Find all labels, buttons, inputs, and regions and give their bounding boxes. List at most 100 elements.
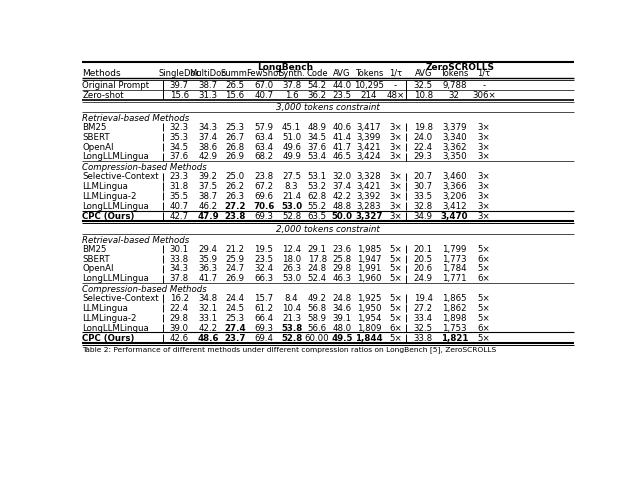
Text: 15.7: 15.7 [254,294,273,303]
Text: LLMLingua-2: LLMLingua-2 [83,314,137,323]
Text: 63.5: 63.5 [308,212,326,221]
Text: 23.8: 23.8 [254,172,273,181]
Text: 69.3: 69.3 [254,212,273,221]
Text: 5×: 5× [477,314,490,323]
Text: 26.9: 26.9 [225,152,244,162]
Text: 29.4: 29.4 [198,245,218,254]
Text: 48.0: 48.0 [332,324,351,333]
Text: 32: 32 [449,91,460,100]
Text: 34.5: 34.5 [308,133,326,142]
Text: 25.3: 25.3 [225,314,244,323]
Text: 42.6: 42.6 [170,334,189,343]
Text: LLMLingua: LLMLingua [83,304,128,313]
Text: Tokens: Tokens [440,69,468,78]
Text: 39.1: 39.1 [332,314,351,323]
Text: 20.1: 20.1 [414,245,433,254]
Text: 29.3: 29.3 [414,152,433,162]
Text: 47.9: 47.9 [197,212,219,221]
Text: 42.9: 42.9 [198,152,218,162]
Text: 27.5: 27.5 [282,172,301,181]
Text: 41.4: 41.4 [332,133,351,142]
Text: 27.2: 27.2 [224,202,246,211]
Text: 46.2: 46.2 [198,202,218,211]
Text: 3,206: 3,206 [442,192,467,201]
Text: 37.4: 37.4 [332,182,351,191]
Text: CPC (Ours): CPC (Ours) [83,212,134,221]
Text: OpenAI: OpenAI [83,143,114,151]
Text: -: - [394,81,397,90]
Text: 32.8: 32.8 [414,202,433,211]
Text: 53.0: 53.0 [281,202,302,211]
Text: LLMLingua: LLMLingua [83,182,128,191]
Text: Compression-based Methods: Compression-based Methods [83,285,207,294]
Text: LongBench: LongBench [257,63,314,72]
Text: 32.4: 32.4 [254,265,273,273]
Text: 40.7: 40.7 [254,91,273,100]
Text: ZeroSCROLLS: ZeroSCROLLS [425,63,494,72]
Text: 5×: 5× [477,265,490,273]
Text: 5×: 5× [477,294,490,303]
Text: LLMLingua-2: LLMLingua-2 [83,192,137,201]
Text: 3×: 3× [389,123,402,132]
Text: 21.3: 21.3 [282,314,301,323]
Text: 3,283: 3,283 [356,202,381,211]
Text: 39.0: 39.0 [170,324,189,333]
Text: 34.9: 34.9 [414,212,433,221]
Text: 1,985: 1,985 [357,245,381,254]
Text: 25.9: 25.9 [225,255,244,264]
Text: 5×: 5× [389,255,402,264]
Text: 53.0: 53.0 [282,274,301,283]
Text: 6×: 6× [477,274,490,283]
Text: 48×: 48× [387,91,404,100]
Text: 3×: 3× [477,202,490,211]
Text: 20.6: 20.6 [414,265,433,273]
Text: 23.5: 23.5 [332,91,351,100]
Text: 12.4: 12.4 [282,245,301,254]
Text: Code: Code [307,69,328,78]
Text: AVG: AVG [333,69,351,78]
Text: 34.3: 34.3 [170,265,189,273]
Text: 69.4: 69.4 [254,334,273,343]
Text: 23.3: 23.3 [170,172,189,181]
Text: 57.9: 57.9 [254,123,273,132]
Text: 1,947: 1,947 [357,255,381,264]
Text: 10.8: 10.8 [414,91,433,100]
Text: 3×: 3× [389,152,402,162]
Text: Summ.: Summ. [220,69,250,78]
Text: 3×: 3× [477,212,490,221]
Text: 3×: 3× [477,123,490,132]
Text: 3×: 3× [389,202,402,211]
Text: 24.7: 24.7 [225,265,244,273]
Text: 42.2: 42.2 [198,324,218,333]
Text: Retrieval-based Methods: Retrieval-based Methods [83,114,189,123]
Text: 32.5: 32.5 [414,324,433,333]
Text: FewShot: FewShot [246,69,282,78]
Text: 37.6: 37.6 [170,152,189,162]
Text: Zero-shot: Zero-shot [83,91,124,100]
Text: 33.1: 33.1 [198,314,218,323]
Text: 6×: 6× [477,324,490,333]
Text: 3,379: 3,379 [442,123,467,132]
Text: 27.4: 27.4 [224,324,246,333]
Text: 1,898: 1,898 [442,314,467,323]
Text: 40.6: 40.6 [332,123,351,132]
Text: 45.1: 45.1 [282,123,301,132]
Text: 3×: 3× [477,133,490,142]
Text: 26.2: 26.2 [225,182,244,191]
Text: 37.8: 37.8 [170,274,189,283]
Text: 37.8: 37.8 [282,81,301,90]
Text: 3,340: 3,340 [442,133,467,142]
Text: 3,350: 3,350 [442,152,467,162]
Text: 30.7: 30.7 [414,182,433,191]
Text: 62.8: 62.8 [308,192,326,201]
Text: 9,788: 9,788 [442,81,467,90]
Text: 1,844: 1,844 [355,334,383,343]
Text: 1,954: 1,954 [357,314,381,323]
Text: 38.6: 38.6 [198,143,218,151]
Text: 1.6: 1.6 [285,91,298,100]
Text: 25.3: 25.3 [225,123,244,132]
Text: 5×: 5× [389,334,402,343]
Text: 3,421: 3,421 [356,143,381,151]
Text: 49.9: 49.9 [282,152,301,162]
Text: 37.5: 37.5 [198,182,218,191]
